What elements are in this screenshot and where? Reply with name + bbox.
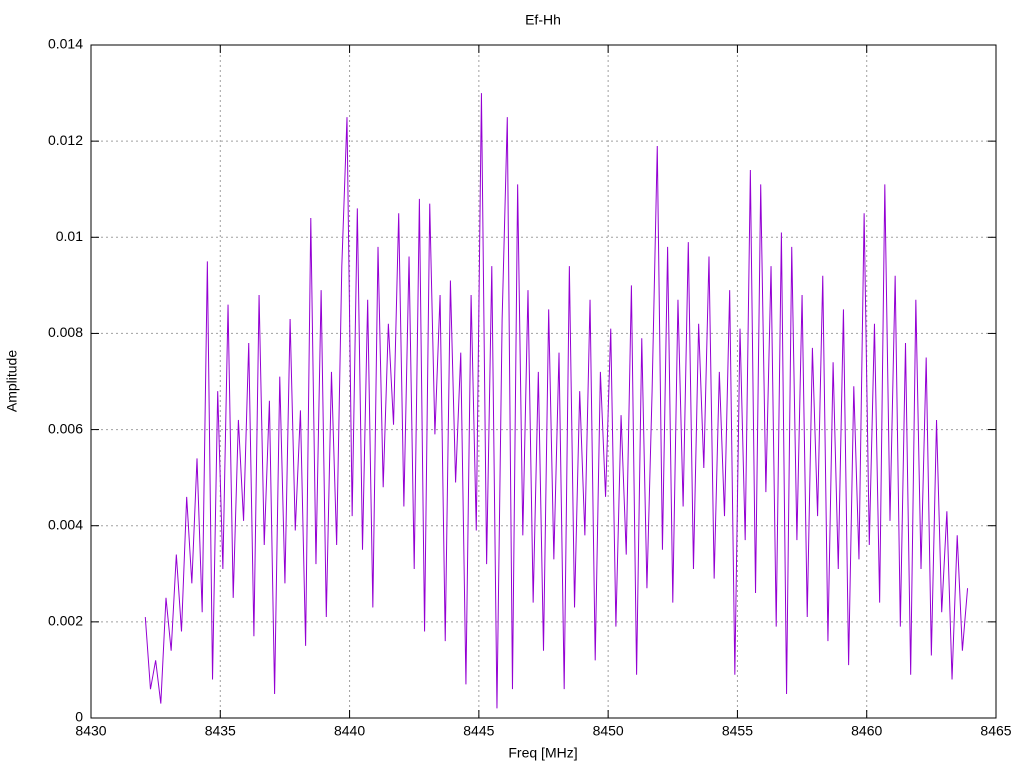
y-tick-label: 0.006 (48, 420, 83, 436)
x-tick-label: 8450 (593, 723, 624, 739)
x-tick-label: 8460 (851, 723, 882, 739)
y-axis-label: Amplitude (4, 350, 20, 412)
data-line (144, 93, 969, 709)
chart-title: Ef-Hh (525, 12, 561, 28)
x-axis-label: Freq [MHz] (508, 745, 577, 761)
y-tick-label: 0.012 (48, 132, 83, 148)
y-tick-label: 0 (75, 709, 83, 725)
y-tick-label: 0.014 (48, 36, 83, 52)
y-tick-label: 0.01 (56, 228, 83, 244)
plot-border (90, 44, 997, 719)
x-tick-label: 8430 (75, 723, 106, 739)
y-tick-label: 0.002 (48, 613, 83, 629)
x-tick-label: 8455 (722, 723, 753, 739)
y-tick-label: 0.008 (48, 324, 83, 340)
y-tick-label: 0.004 (48, 516, 83, 532)
x-tick-label: 8435 (205, 723, 236, 739)
x-tick-label: 8465 (980, 723, 1011, 739)
x-tick-label: 8440 (334, 723, 365, 739)
x-tick-label: 8445 (463, 723, 494, 739)
plot (144, 93, 969, 709)
